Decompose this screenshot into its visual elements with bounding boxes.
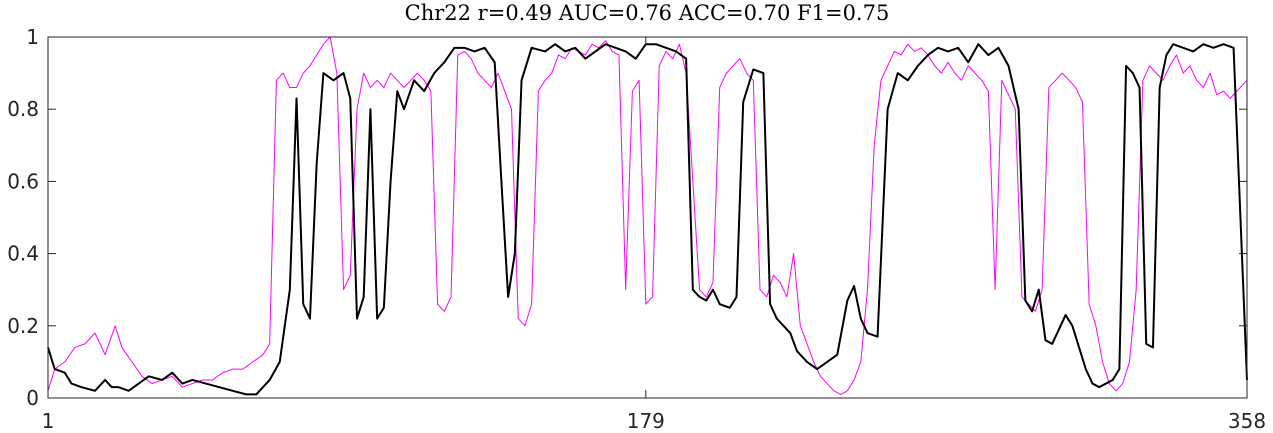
x-tick-label: 179 (627, 409, 665, 433)
ticks-layer: 0 0.2 0.4 0.6 0.8 1 1 179 358 (7, 25, 1266, 433)
plot-frame (47, 36, 1248, 399)
series-line-magenta (47, 36, 1248, 395)
x-tick-label: 358 (1228, 409, 1266, 433)
y-tick-label: 1 (26, 25, 39, 49)
y-tick-label: 0.8 (7, 97, 39, 121)
y-tick-label: 0.2 (7, 314, 39, 338)
y-tick-label: 0.4 (7, 242, 39, 266)
x-tick-label: 1 (42, 409, 55, 433)
y-tick-label: 0.6 (7, 169, 39, 193)
chart-title: Chr22 r=0.49 AUC=0.76 ACC=0.70 F1=0.75 (405, 1, 890, 25)
series-layer (47, 36, 1248, 396)
y-tick-label: 0 (26, 386, 39, 410)
series-line-black (47, 43, 1248, 396)
